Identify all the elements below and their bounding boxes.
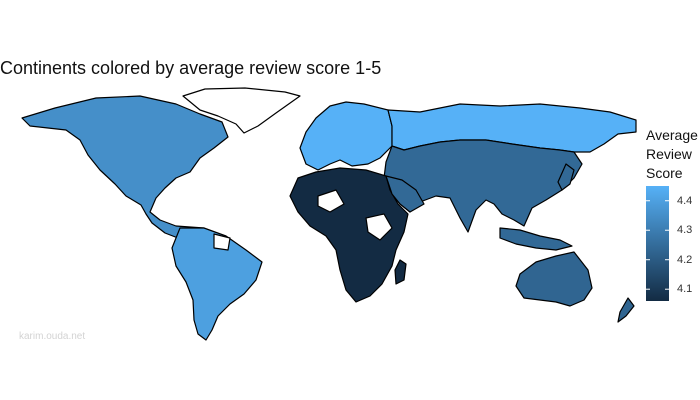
legend: Average Review Score 4.4 4.3 4.2 4.1 [646, 126, 700, 301]
legend-tick-label: 4.2 [677, 253, 693, 266]
region-japan [557, 163, 575, 191]
legend-tick-label: 4.3 [677, 224, 693, 237]
legend-title-line: Review [646, 146, 692, 162]
region-australia [515, 251, 593, 307]
region-europe [299, 101, 393, 171]
legend-tick-label: 4.4 [677, 194, 693, 207]
region-no-data-south-america [213, 233, 231, 251]
legend-title-line: Average [646, 127, 698, 143]
legend-title: Average Review Score [646, 126, 700, 183]
region-north-america [21, 95, 229, 241]
region-southeast-asia-islands [499, 227, 573, 251]
region-new-zealand [617, 297, 635, 323]
region-no-data-africa-1 [317, 189, 345, 213]
legend-colorbar-area: 4.4 4.3 4.2 4.1 [646, 186, 700, 301]
region-south-america [171, 227, 263, 341]
region-no-data-africa-2 [365, 213, 393, 241]
legend-title-line: Score [646, 165, 683, 181]
watermark: karim.ouda.net [19, 331, 86, 342]
chart-title: Continents colored by average review sco… [0, 58, 382, 78]
region-arabia [385, 175, 425, 213]
region-asia [383, 139, 583, 233]
region-greenland [182, 87, 301, 134]
legend-tick-label: 4.1 [677, 283, 693, 296]
region-madagascar [394, 259, 407, 285]
legend-colorbar [646, 186, 669, 301]
